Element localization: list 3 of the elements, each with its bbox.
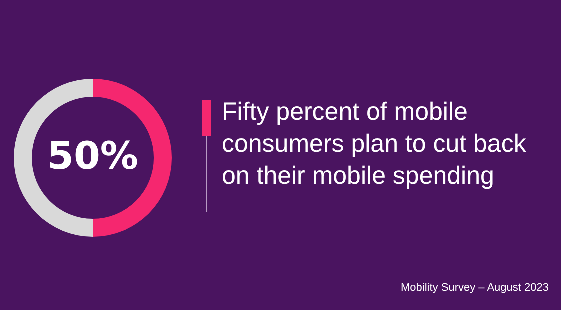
- text: Fifty percent of mobile consumers plan to cut back on their mobile spending: [222, 97, 528, 192]
- data-label: 50%: [48, 134, 138, 178]
- text: Mobility Survey – August 2023: [401, 282, 549, 294]
